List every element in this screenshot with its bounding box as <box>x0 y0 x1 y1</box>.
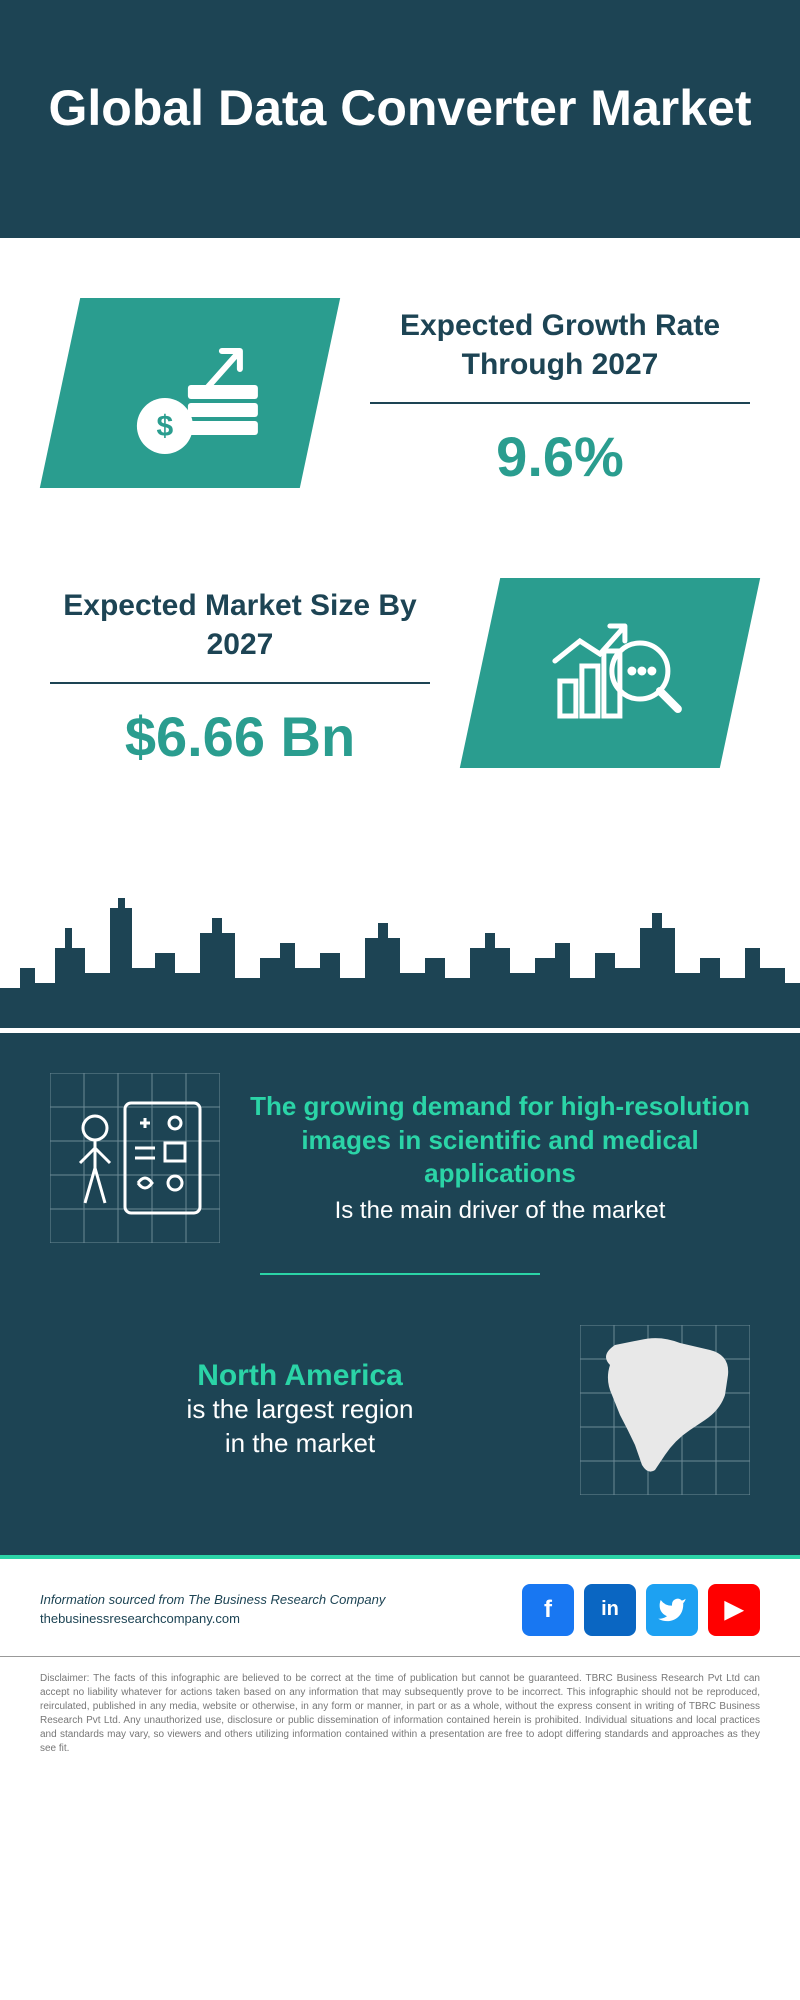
dark-section: The growing demand for high-resolution i… <box>0 1033 800 1555</box>
size-icon-wrap <box>470 578 750 778</box>
stat-growth-label: Expected Growth Rate Through 2027 <box>370 306 750 404</box>
green-divider <box>260 1273 540 1275</box>
driver-text: The growing demand for high-resolution i… <box>250 1090 750 1225</box>
linkedin-icon[interactable]: in <box>584 1584 636 1636</box>
stats-section: $ Expected Growth Rate Through 2027 9.6% <box>0 238 800 898</box>
stat-growth-value: 9.6% <box>370 424 750 489</box>
driver-row: The growing demand for high-resolution i… <box>50 1073 750 1243</box>
region-row: North America is the largest region in t… <box>50 1325 750 1495</box>
footer-source: Information sourced from The Business Re… <box>40 1591 385 1627</box>
svg-text:$: $ <box>157 409 174 442</box>
social-icons: f in ▶ <box>522 1584 760 1636</box>
money-growth-icon: $ <box>110 325 270 460</box>
growth-icon-wrap: $ <box>50 298 330 498</box>
footer: Information sourced from The Business Re… <box>0 1555 800 1656</box>
driver-sub: Is the main driver of the market <box>250 1197 750 1225</box>
region-sub-1: is the largest region <box>50 1393 550 1427</box>
medical-grid-icon <box>50 1073 220 1243</box>
stat-growth-row: $ Expected Growth Rate Through 2027 9.6% <box>50 298 750 498</box>
chart-magnify-icon <box>530 605 690 740</box>
stat-growth-text: Expected Growth Rate Through 2027 9.6% <box>370 306 750 489</box>
disclaimer-text: Disclaimer: The facts of this infographi… <box>0 1656 800 1786</box>
footer-url: thebusinessresearchcompany.com <box>40 1610 385 1628</box>
footer-source-line: Information sourced from The Business Re… <box>40 1591 385 1609</box>
page-title: Global Data Converter Market <box>40 80 760 138</box>
driver-highlight: The growing demand for high-resolution i… <box>250 1090 750 1191</box>
region-sub-2: in the market <box>50 1427 550 1461</box>
header-banner: Global Data Converter Market <box>0 0 800 238</box>
region-text: North America is the largest region in t… <box>50 1359 550 1461</box>
stat-size-text: Expected Market Size By 2027 $6.66 Bn <box>50 586 430 769</box>
skyline-divider <box>0 898 800 1033</box>
region-highlight: North America <box>50 1359 550 1393</box>
stat-size-value: $6.66 Bn <box>50 704 430 769</box>
facebook-icon[interactable]: f <box>522 1584 574 1636</box>
north-america-map-icon <box>580 1325 750 1495</box>
twitter-icon[interactable] <box>646 1584 698 1636</box>
youtube-icon[interactable]: ▶ <box>708 1584 760 1636</box>
stat-size-label: Expected Market Size By 2027 <box>50 586 430 684</box>
stat-size-row: Expected Market Size By 2027 $6.66 Bn <box>50 578 750 778</box>
